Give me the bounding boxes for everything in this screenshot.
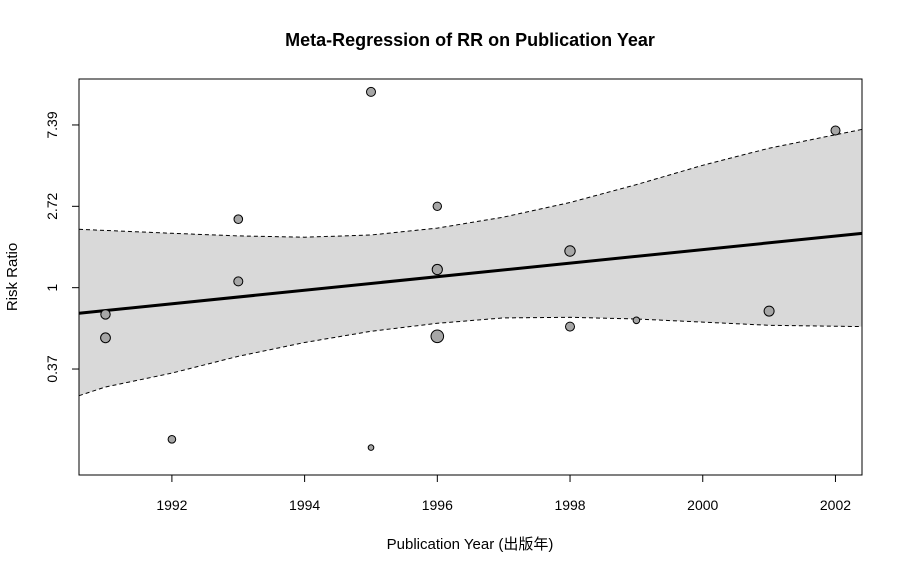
regression-line-layer xyxy=(78,231,863,315)
x-tick-label-2002: 2002 xyxy=(820,497,851,513)
data-point-6 xyxy=(366,86,376,97)
x-tick-label-1994: 1994 xyxy=(289,497,320,513)
chart-title: Meta-Regression of RR on Publication Yea… xyxy=(285,30,655,50)
y-tick-label-2.72: 2.72 xyxy=(44,192,60,219)
ci-upper-line xyxy=(78,128,863,238)
y-axis-label: Risk Ratio xyxy=(4,243,21,311)
data-point-2 xyxy=(100,332,111,344)
data-points-layer xyxy=(100,86,841,451)
data-point-4 xyxy=(233,214,244,224)
data-point-3 xyxy=(167,435,177,444)
data-point-11 xyxy=(564,245,576,257)
x-tick-label-1996: 1996 xyxy=(422,497,453,513)
data-point-12 xyxy=(565,321,575,332)
x-axis-label: Publication Year (出版年) xyxy=(387,536,554,553)
data-point-15 xyxy=(830,125,841,136)
data-point-5 xyxy=(233,276,244,287)
confidence-band xyxy=(79,129,862,396)
data-point-1 xyxy=(100,309,111,320)
x-tick-label-1992: 1992 xyxy=(156,497,187,513)
x-tick-label-1998: 1998 xyxy=(554,497,585,513)
y-axis: 0.37 1 2.72 7.39 xyxy=(44,111,80,401)
regression-line xyxy=(78,231,863,315)
x-tick-label-2000: 2000 xyxy=(687,497,718,513)
data-point-7 xyxy=(367,444,375,451)
ci-lower-line xyxy=(78,316,863,397)
data-point-14 xyxy=(763,305,775,317)
confidence-band-layer xyxy=(78,128,863,397)
y-tick-label-1: 1 xyxy=(44,284,60,292)
y-tick-label-7.39: 7.39 xyxy=(44,111,60,138)
data-point-9 xyxy=(431,263,443,276)
x-axis: 1992 1994 1996 1998 2000 2002 xyxy=(156,474,851,513)
data-point-10 xyxy=(430,329,445,344)
data-point-8 xyxy=(432,201,442,212)
y-tick-label-0.37: 0.37 xyxy=(44,355,60,382)
data-point-13 xyxy=(632,316,641,325)
